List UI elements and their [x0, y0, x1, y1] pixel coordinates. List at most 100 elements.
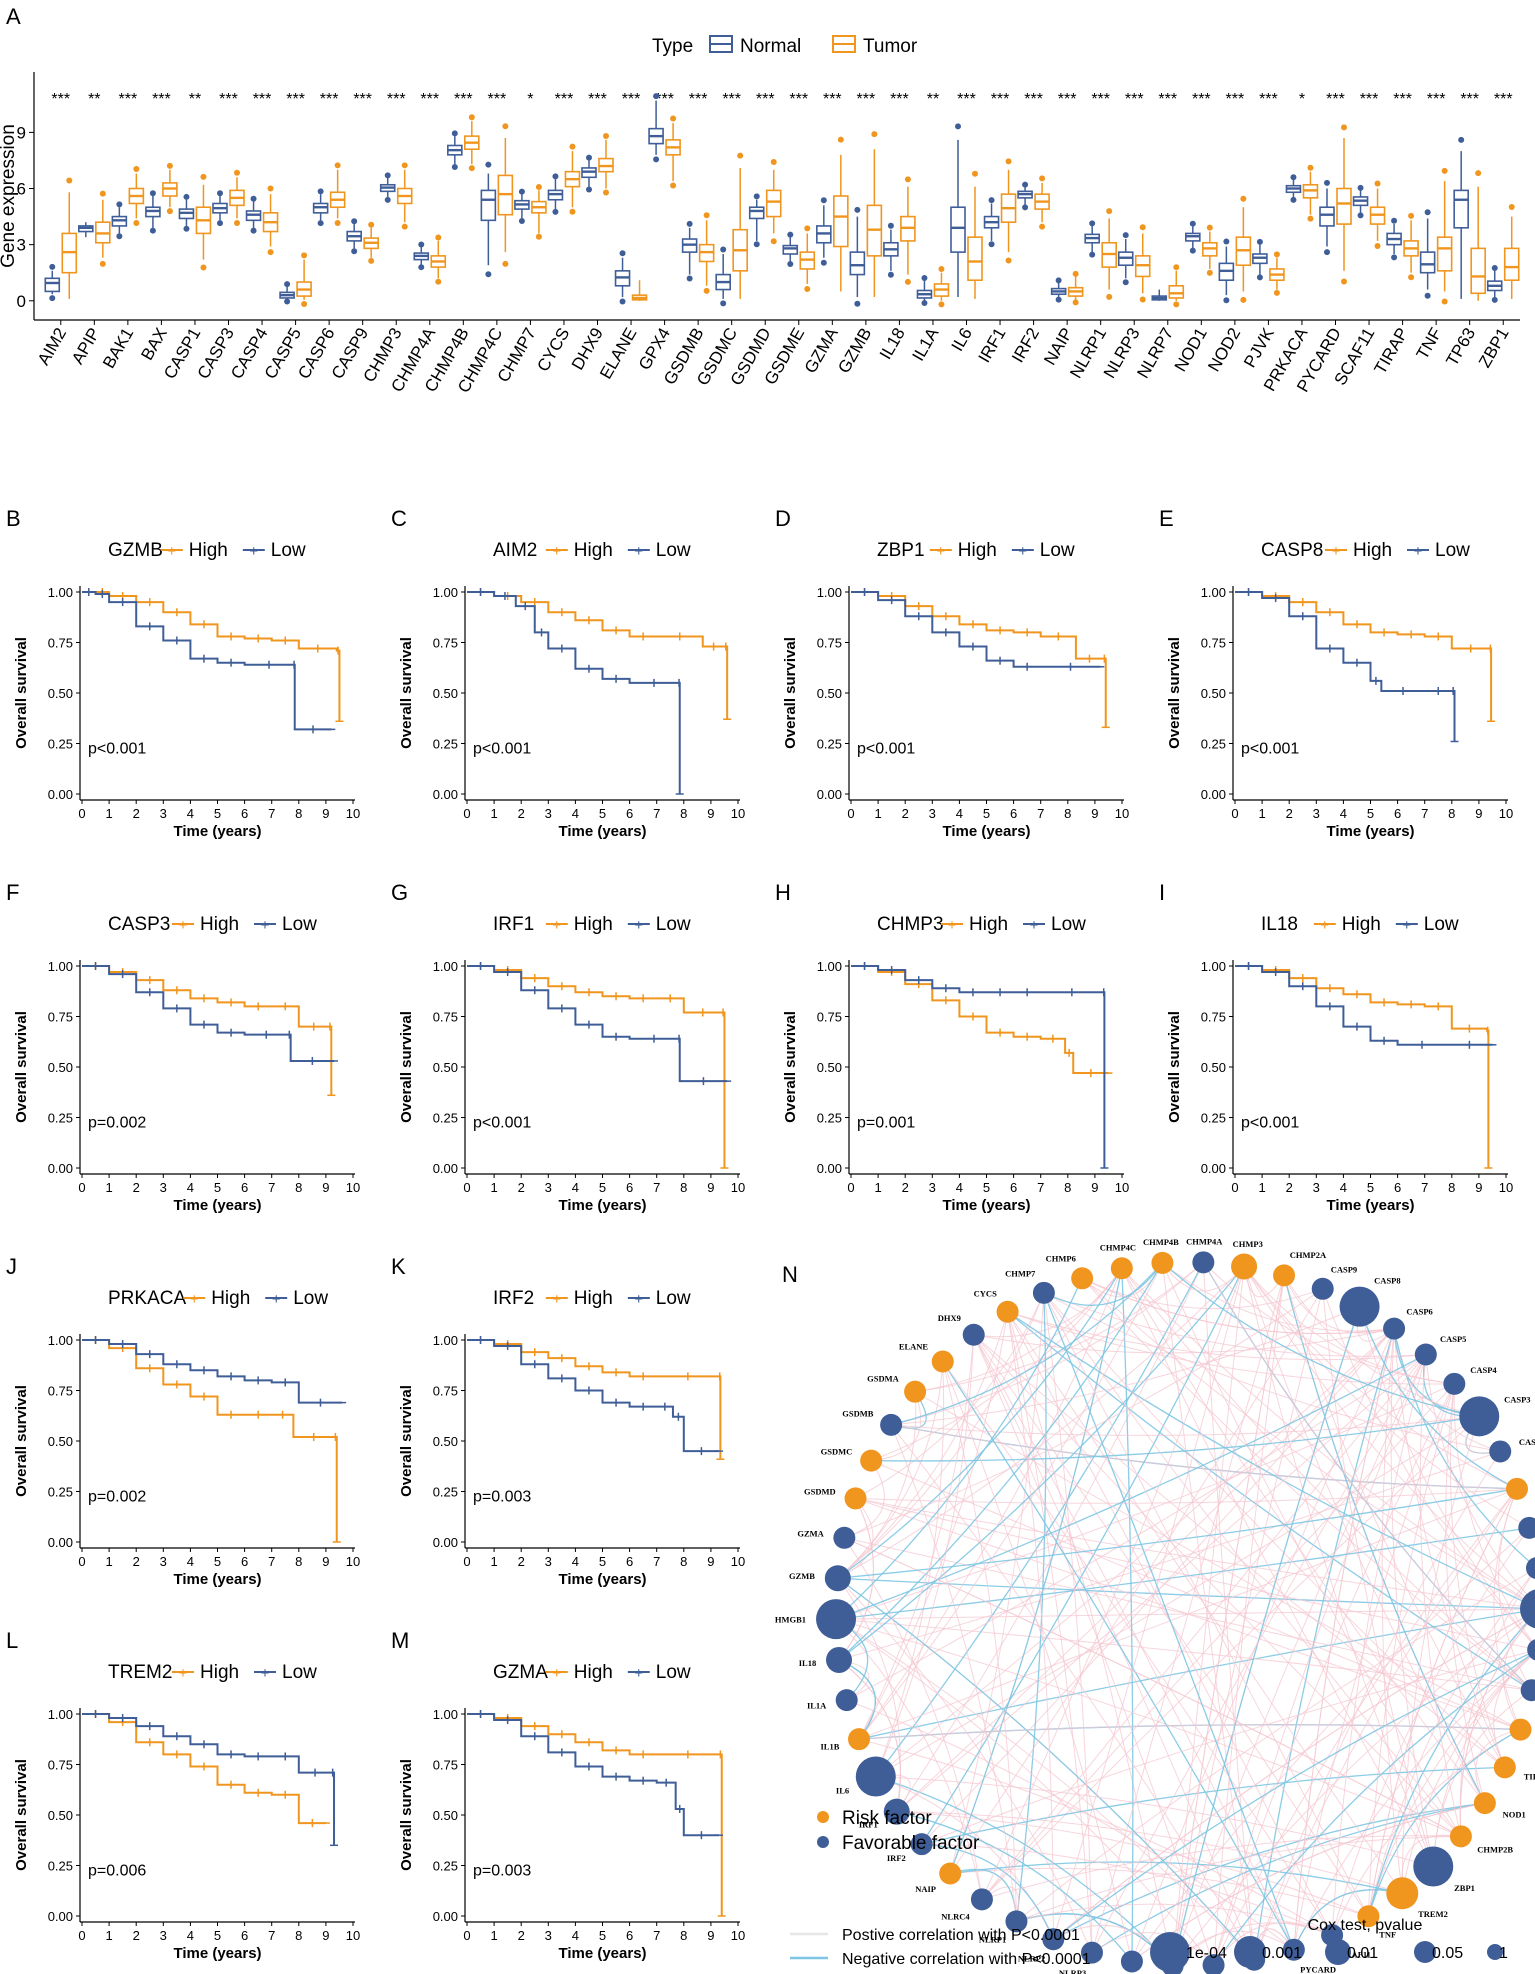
y-tick-label: 0.50: [433, 1060, 458, 1075]
km-curve-low: [82, 591, 332, 731]
x-tick-label: 2: [1286, 806, 1293, 821]
edge-positive: [1293, 1651, 1535, 1950]
x-tick-label-aim2: AIM2: [34, 325, 70, 369]
legend-high-tick: +: [948, 917, 957, 934]
legend-high-tick: +: [1320, 917, 1329, 934]
edge-positive: [973, 1334, 1506, 1768]
outlier-tumor: [66, 177, 73, 184]
outlier-normal: [854, 206, 861, 213]
edge-positive: [1052, 1266, 1245, 1940]
y-tick-label: 0.25: [48, 1859, 73, 1874]
size-legend-label: 0.05: [1432, 1945, 1463, 1962]
km-panel-f: F CASP3 + High + Low 0.00 0.25 0.50 0.75 1.00 0 1 2 3 4…: [6, 880, 360, 1214]
edge-positive: [858, 1738, 1333, 1936]
legend-positive-label: Postive correlation with P<0.0001: [842, 1927, 1080, 1944]
x-tick-label: 3: [1313, 806, 1320, 821]
x-tick-label: 7: [268, 806, 275, 821]
outlier-tumor: [200, 173, 207, 180]
x-tick-label: 8: [680, 806, 687, 821]
x-axis-title: Time (years): [1326, 1197, 1414, 1214]
box-normal: [1419, 251, 1436, 274]
y-tick-label: 1.00: [48, 585, 73, 600]
edge-positive: [1459, 1613, 1535, 1837]
network-node-chmp3: [1231, 1253, 1258, 1280]
network-node-label: CHMP4A: [1186, 1236, 1223, 1246]
outlier-normal: [787, 261, 794, 268]
x-tick-label: 6: [1010, 1180, 1017, 1195]
outlier-normal: [451, 164, 458, 170]
significance-stars: ***: [51, 91, 70, 108]
x-tick-label: 8: [295, 1928, 302, 1943]
x-tick-label: 8: [680, 1928, 687, 1943]
x-tick-label: 4: [187, 1554, 194, 1569]
significance-stars: ***: [1024, 91, 1043, 108]
p-value: p=0.003: [473, 1863, 531, 1880]
edge-positive: [1007, 1311, 1426, 1361]
outlier-normal: [485, 271, 492, 278]
legend-low-tick: +: [1402, 917, 1411, 934]
y-tick-label: 0.75: [433, 1758, 458, 1773]
outlier-tumor: [368, 257, 375, 264]
edge-positive: [1425, 1354, 1535, 1605]
km-gene-title: IRF2: [493, 1288, 534, 1309]
x-tick-label: 1: [490, 1180, 497, 1195]
edge-negative: [875, 1262, 1204, 1777]
significance-stars: ***: [890, 91, 909, 108]
significance-stars: ***: [1427, 91, 1446, 108]
significance-stars: ***: [119, 91, 138, 108]
km-panel-g: G IRF1 + High + Low 0.00 0.25 0.50 0.75 1.00 0 1 2 3 4 5…: [391, 880, 745, 1214]
outlier-tumor: [401, 223, 408, 230]
significance-stars: ***: [1494, 91, 1513, 108]
edge-negative: [921, 1266, 1245, 1845]
x-tick-label-irf2: IRF2: [1008, 325, 1043, 366]
outlier-normal: [988, 197, 995, 204]
edge-negative: [1367, 1613, 1535, 1917]
legend-low-label: Low: [656, 914, 691, 935]
outlier-normal: [1324, 179, 1330, 186]
x-tick-label: 9: [322, 1554, 329, 1569]
edge-positive: [1367, 1488, 1518, 1917]
y-tick-label: 0.50: [48, 1808, 73, 1823]
outlier-tumor: [1139, 224, 1146, 231]
legend-low-label: Low: [293, 1288, 328, 1309]
outlier-tumor: [1273, 289, 1280, 296]
edge-positive: [950, 1867, 1369, 1917]
edge-positive: [1172, 1266, 1245, 1966]
significance-stars: ***: [1326, 91, 1345, 108]
network-node-nlrp9: [1527, 1639, 1535, 1661]
km-curve-high: [467, 1339, 722, 1460]
x-tick-label: 0: [847, 1180, 854, 1195]
edge-positive: [844, 1537, 1462, 1837]
x-tick-label: 1: [1258, 806, 1265, 821]
legend-high-tick: +: [552, 1291, 561, 1308]
network-node-label: NLRP1: [979, 1935, 1006, 1945]
x-tick-label: 5: [983, 806, 990, 821]
km-curve-high: [1235, 591, 1493, 722]
outlier-normal: [1055, 296, 1062, 303]
x-tick-label: 5: [214, 1180, 221, 1195]
x-tick-label: 0: [463, 1928, 470, 1943]
outlier-tumor: [468, 165, 475, 172]
box-tumor: [765, 189, 782, 218]
panel-label: C: [391, 506, 407, 531]
size-legend-title: Cox test, pvalue: [1308, 1917, 1423, 1934]
network-node-casp1: [1489, 1440, 1512, 1463]
outlier-normal: [552, 173, 559, 180]
outlier-normal: [149, 190, 156, 197]
edge-positive: [896, 1811, 1403, 1894]
x-tick-label: 1: [105, 1554, 112, 1569]
x-tick-label: 1: [874, 806, 881, 821]
p-value: p=0.002: [88, 1115, 146, 1132]
outlier-normal: [686, 220, 693, 227]
edge-positive: [1453, 1383, 1535, 1647]
edge-positive: [838, 1450, 1501, 1661]
x-tick-label-irf1: IRF1: [975, 325, 1010, 366]
edge-positive: [835, 1618, 983, 1900]
x-tick-label: 7: [653, 1928, 660, 1943]
outlier-normal: [921, 274, 928, 281]
network-node-label: IL18: [799, 1658, 816, 1668]
y-tick-label: 0.00: [48, 1909, 73, 1924]
edge-positive: [1213, 1488, 1518, 1966]
edge-positive: [1043, 1292, 1506, 1768]
outlier-tumor: [670, 182, 677, 189]
